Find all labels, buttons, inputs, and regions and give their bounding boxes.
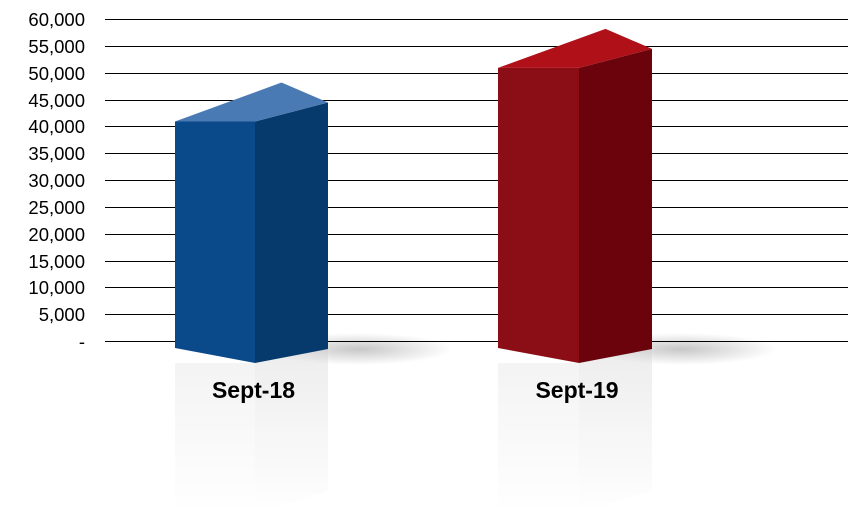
y-tick-label: 45,000 (28, 90, 85, 111)
y-tick-label: 40,000 (28, 116, 85, 137)
bar-sept-19 (498, 28, 652, 363)
bar-reflections (173, 341, 654, 508)
bar-reflection (496, 341, 654, 508)
x-category-label: Sept-18 (212, 377, 295, 403)
y-tick-label: 60,000 (28, 9, 85, 30)
x-category-label: Sept-19 (535, 377, 618, 403)
bar-sept-18 (175, 82, 328, 363)
bar-side-face (579, 48, 652, 363)
y-tick-label: - (79, 331, 85, 352)
bar-front-face (498, 67, 579, 363)
y-tick-label: 55,000 (28, 36, 85, 57)
bar-top-face (175, 82, 328, 122)
y-tick-label: 5,000 (39, 304, 85, 325)
y-tick-label: 10,000 (28, 277, 85, 298)
y-tick-label: 20,000 (28, 224, 85, 245)
bar-side-face (255, 102, 328, 363)
x-axis-category-labels: Sept-18 Sept-19 (212, 377, 619, 403)
y-tick-label: 25,000 (28, 197, 85, 218)
y-axis-tick-labels: - 5,000 10,000 15,000 20,000 25,000 30,000 35,0… (28, 9, 85, 352)
bar-front-face (175, 121, 255, 363)
bars (175, 28, 652, 363)
y-tick-label: 30,000 (28, 170, 85, 191)
y-tick-label: 35,000 (28, 143, 85, 164)
y-tick-label: 15,000 (28, 251, 85, 272)
bar-top-face (498, 28, 652, 68)
y-tick-label: 50,000 (28, 63, 85, 84)
bar-reflection (173, 341, 330, 508)
